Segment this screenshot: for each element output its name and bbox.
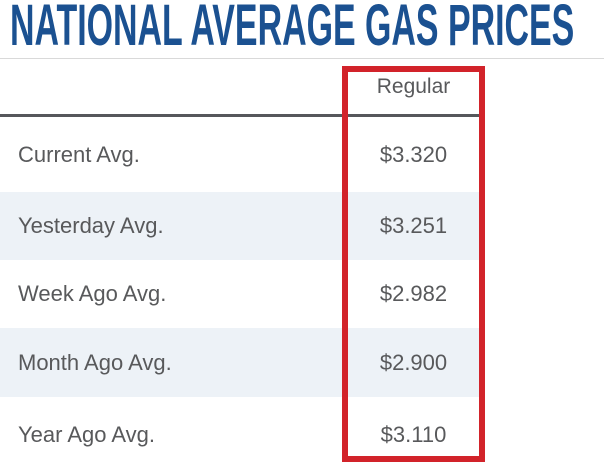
row-value: $2.982: [379, 281, 448, 306]
table-row: Year Ago Avg. $3.110: [0, 397, 480, 469]
table-row: Yesterday Avg. $3.251: [0, 192, 480, 260]
row-label: Year Ago Avg.: [18, 421, 156, 447]
row-value: $3.251: [379, 213, 448, 238]
table-top-border: [0, 58, 604, 59]
row-label: Current Avg.: [18, 141, 140, 167]
row-value: $2.900: [379, 349, 448, 375]
column-header-regular: Regular: [376, 74, 451, 98]
page-title: NATIONAL AVERAGE GAS PRICES: [10, 0, 575, 58]
table-row: Current Avg. $3.320: [0, 117, 480, 192]
table-row: Month Ago Avg. $2.900: [0, 328, 480, 397]
row-value: $3.110: [380, 421, 447, 447]
row-label: Week Ago Avg.: [18, 281, 167, 306]
row-value: $3.320: [379, 141, 448, 167]
row-label: Month Ago Avg.: [18, 349, 172, 375]
header-underline: [0, 114, 480, 117]
table-body: Current Avg. $3.320 Yesterday Avg. $3.25…: [0, 117, 480, 469]
table-row: Week Ago Avg. $2.982: [0, 260, 480, 328]
row-label: Yesterday Avg.: [18, 213, 164, 238]
table-header-row: Regular: [0, 59, 604, 114]
